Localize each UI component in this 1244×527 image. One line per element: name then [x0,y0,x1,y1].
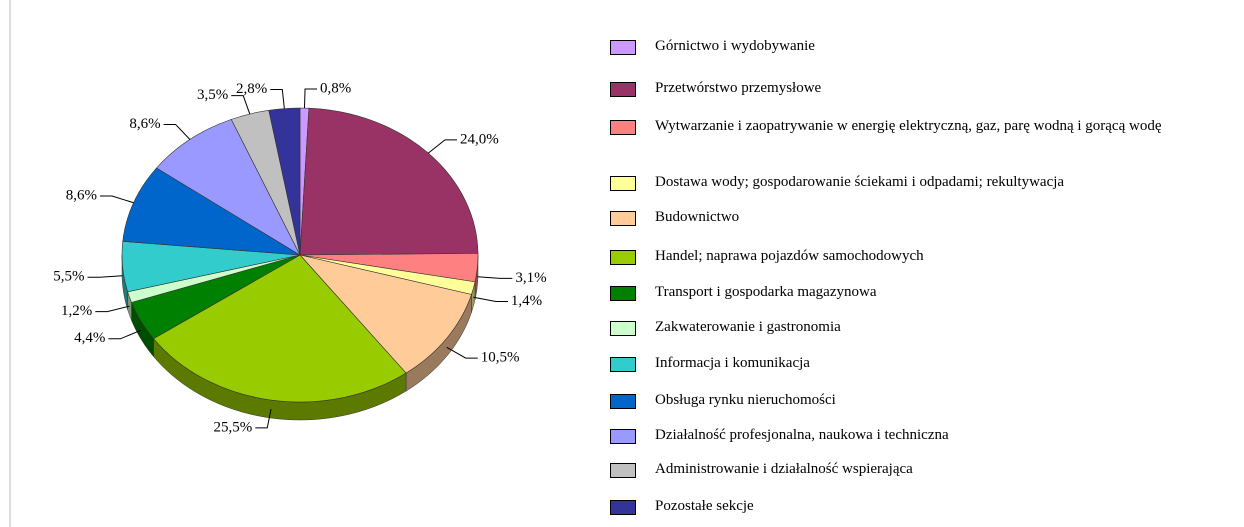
data-label: 3,1% [515,270,546,286]
data-label: 0,8% [320,80,351,96]
legend-item: Obsługa rynku nieruchomości [610,392,1225,411]
leader-line [231,95,251,115]
slice [153,254,407,403]
legend-label: Informacja i komunikacja [655,355,810,371]
legend-item: Pozostałe sekcje [610,498,1225,517]
legend-item: Handel; naprawa pojazdów samochodowych [610,248,1225,267]
data-label: 5,5% [53,269,84,285]
legend-label: Pozostałe sekcje [655,498,754,514]
leader-line [87,275,123,278]
legend-item: Transport i gospodarka magazynowa [610,284,1225,303]
data-label: 8,6% [129,116,160,132]
legend-item: Dostawa wody; gospodarowanie ściekami i … [610,174,1225,193]
leader-line [446,346,478,359]
leader-line [108,329,142,340]
leader-line [473,296,508,303]
legend-label: Budownictwo [655,209,740,225]
data-label: 8,6% [66,187,97,203]
legend-item: Informacja i komunikacja [610,355,1225,374]
legend-label: Obsługa rynku nieruchomości [655,392,836,408]
legend-item: Wytwarzanie i zaopatrywanie w energię el… [610,118,1225,137]
leader-line [255,408,272,429]
legend-swatch [610,321,636,336]
leader-line [477,276,513,279]
legend-swatch [610,463,636,478]
legend-item: Zakwaterowanie i gastronomia [610,319,1225,338]
slice [122,167,301,256]
leader-line [99,195,134,204]
leader-line [163,123,191,140]
slice [268,107,301,256]
legend-item: Administrowanie i działalność wspierając… [610,461,1225,480]
legend-label: Dostawa wody; gospodarowanie ściekami i … [655,174,1065,190]
data-label: 4,4% [74,330,105,346]
data-label: 1,4% [511,293,542,309]
slice [299,107,479,256]
legend-swatch [610,250,636,265]
slice [156,119,301,256]
leader-line [270,89,285,109]
slice [299,254,472,374]
legend-swatch [610,120,636,135]
legend-swatch [610,82,636,97]
data-label: 10,5% [481,350,520,366]
legend-swatch [610,286,636,301]
legend-label: Zakwaterowanie i gastronomia [655,319,841,335]
legend-item: Przetwórstwo przemysłowe [610,80,1225,99]
leader-line [428,139,457,154]
legend-swatch [610,500,636,515]
data-label: 1,2% [61,303,92,319]
data-label: 2,8% [236,81,267,97]
data-label: 25,5% [214,419,253,435]
leader-line [303,88,318,109]
legend-swatch [610,394,636,409]
legend-label: Handel; naprawa pojazdów samochodowych [655,248,924,264]
data-label: 3,5% [197,87,228,103]
legend-label: Górnictwo i wydobywanie [655,38,815,54]
legend-item: Górnictwo i wydobywanie [610,38,1225,57]
legend-label: Transport i gospodarka magazynowa [655,284,877,300]
legend-label: Wytwarzanie i zaopatrywanie w energię el… [655,118,1162,134]
legend-swatch [610,429,636,444]
legend-swatch [610,357,636,372]
legend-item: Budownictwo [610,209,1225,228]
legend-item: Działalność profesjonalna, naukowa i tec… [610,427,1225,446]
legend-label: Działalność profesjonalna, naukowa i tec… [655,427,949,443]
legend-label: Przetwórstwo przemysłowe [655,80,822,96]
legend-swatch [610,176,636,191]
legend-swatch [610,211,636,226]
data-label: 24,0% [460,131,499,147]
leader-line [95,305,130,313]
legend-swatch [610,40,636,55]
legend-label: Administrowanie i działalność wspierając… [655,461,913,477]
